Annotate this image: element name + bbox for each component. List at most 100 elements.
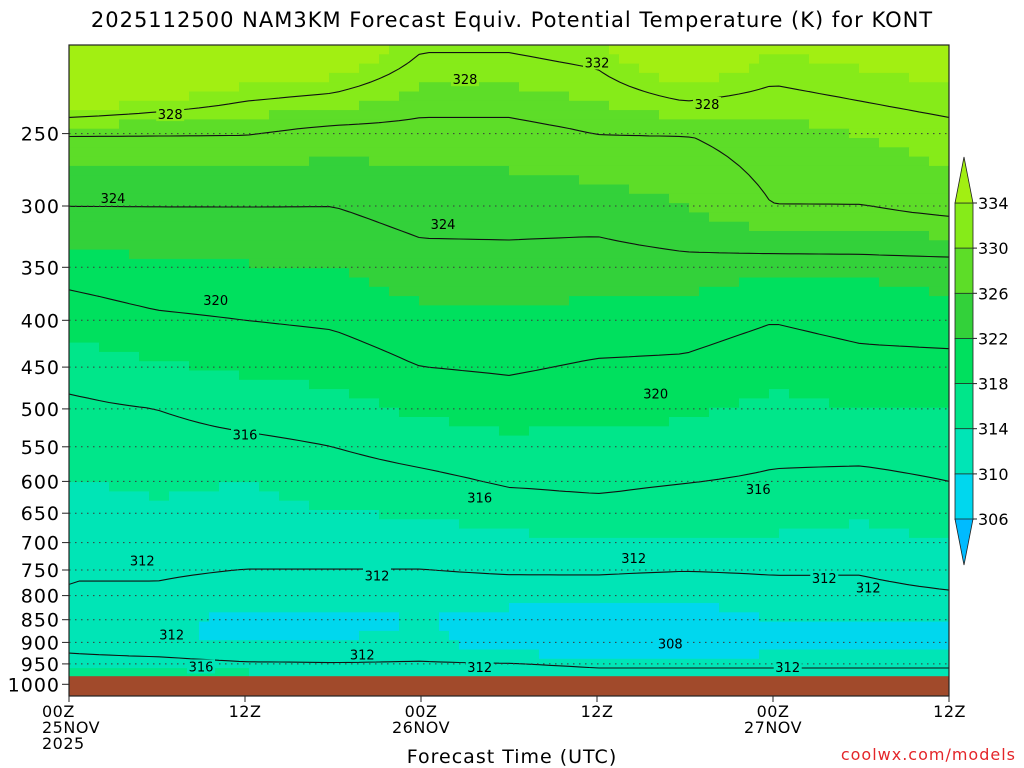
field-cell <box>669 193 949 204</box>
field-cell <box>929 156 949 167</box>
field-cell <box>809 119 949 130</box>
field-cell <box>69 100 120 111</box>
field-cell <box>739 277 880 288</box>
field-cell <box>399 407 710 418</box>
colorbar-label: 330 <box>978 239 1009 258</box>
field-cell <box>689 203 949 213</box>
field-cell <box>759 54 810 65</box>
field-cell <box>309 156 370 167</box>
field-cell <box>69 482 110 492</box>
field-cell <box>199 621 400 632</box>
x-tick-label: 12Z <box>933 702 966 721</box>
field-cell <box>239 370 949 381</box>
colorbar-label: 326 <box>978 284 1009 303</box>
field-cell <box>309 500 949 511</box>
field-cell <box>499 426 530 437</box>
colorbar-label: 334 <box>978 194 1009 213</box>
field-cell <box>69 463 949 474</box>
y-tick-label: 850 <box>21 610 60 632</box>
contour-label: 332 <box>585 57 610 72</box>
equiv-potential-temperature-field <box>69 45 949 696</box>
contour-label: 312 <box>856 582 881 597</box>
field-cell <box>529 426 949 437</box>
field-cell <box>369 277 740 288</box>
field-cell <box>239 82 420 93</box>
y-tick-label: 900 <box>21 632 60 654</box>
field-cell <box>329 72 660 83</box>
contour-label: 312 <box>621 552 646 567</box>
field-cell <box>389 45 610 55</box>
field-cell <box>669 417 949 427</box>
contour-label: 312 <box>365 569 390 584</box>
field-cell <box>69 510 380 520</box>
colorbar: 334 330 326 322 318 314 310 306 <box>954 156 1009 566</box>
colorbar-extend-min <box>954 518 974 566</box>
field-cell <box>859 63 949 74</box>
contour-label: 312 <box>130 554 155 569</box>
field-cell <box>69 277 370 288</box>
contour-label: 316 <box>467 492 492 507</box>
field-cell <box>719 72 910 83</box>
field-cell <box>69 156 310 167</box>
field-cell <box>69 296 420 306</box>
field-cell <box>259 482 949 492</box>
field-cell <box>149 491 170 502</box>
contour-label: 324 <box>431 218 456 233</box>
field-cell <box>419 82 520 93</box>
field-cell <box>99 342 949 353</box>
field-cell <box>69 472 949 483</box>
field-cell <box>349 268 949 279</box>
colorbar-label: 310 <box>978 465 1009 484</box>
contour-label: 320 <box>203 294 228 309</box>
contour-labels: 332 328 328 328 324 324 320 320 316 316 316 312 312 3… <box>99 55 883 676</box>
field-cell <box>69 584 949 595</box>
field-cell <box>929 231 949 241</box>
field-cell <box>69 333 949 344</box>
x-tick-label: 25NOV <box>42 718 100 737</box>
field-cell <box>129 249 949 260</box>
field-cell <box>879 277 949 288</box>
colorbar-label: 314 <box>978 420 1009 439</box>
colorbar-label: 318 <box>978 375 1009 394</box>
field-cell <box>509 165 949 176</box>
field-cell <box>109 482 220 492</box>
contour-label: 312 <box>775 661 800 676</box>
field-cell <box>69 286 390 297</box>
field-cell <box>69 556 949 567</box>
y-tick-label: 750 <box>21 560 60 582</box>
field-cell <box>69 630 200 641</box>
x-tick-label: 00Z <box>757 702 790 721</box>
field-cell <box>769 389 790 399</box>
x-tick-label: 12Z <box>581 702 614 721</box>
contour-label-bg <box>429 217 457 232</box>
contour-label-bg <box>201 292 230 307</box>
contour-label: 312 <box>350 649 375 664</box>
x-tick-label: 26NOV <box>392 718 450 737</box>
field-cell <box>69 203 690 213</box>
y-tick-label: 300 <box>21 196 60 218</box>
field-cell <box>69 612 210 623</box>
contour-line-324 <box>69 205 949 258</box>
field-cell <box>69 649 540 660</box>
field-cell <box>69 249 130 260</box>
field-cell <box>759 612 949 623</box>
field-cell <box>269 110 660 120</box>
field-cell <box>69 491 150 502</box>
field-cell <box>69 268 350 279</box>
contour-line-316 <box>69 393 949 696</box>
field-cell <box>69 621 200 632</box>
field-cell <box>69 519 460 530</box>
field-cell <box>69 221 750 232</box>
contour-label: 312 <box>159 628 184 643</box>
x-axis-label: Forecast Time (UTC) <box>406 746 618 768</box>
field-cell <box>69 258 250 269</box>
colorbar-segment <box>954 337 974 385</box>
field-cell <box>119 119 810 130</box>
contour-label-bg <box>231 427 259 442</box>
contour-label: 316 <box>746 483 771 498</box>
field-cell <box>539 649 760 660</box>
field-cell <box>69 91 190 102</box>
contour-label-bg <box>693 97 721 111</box>
credit-link[interactable]: coolwx.com/models <box>840 745 1016 764</box>
x-tick-label: 2025 <box>42 734 85 753</box>
